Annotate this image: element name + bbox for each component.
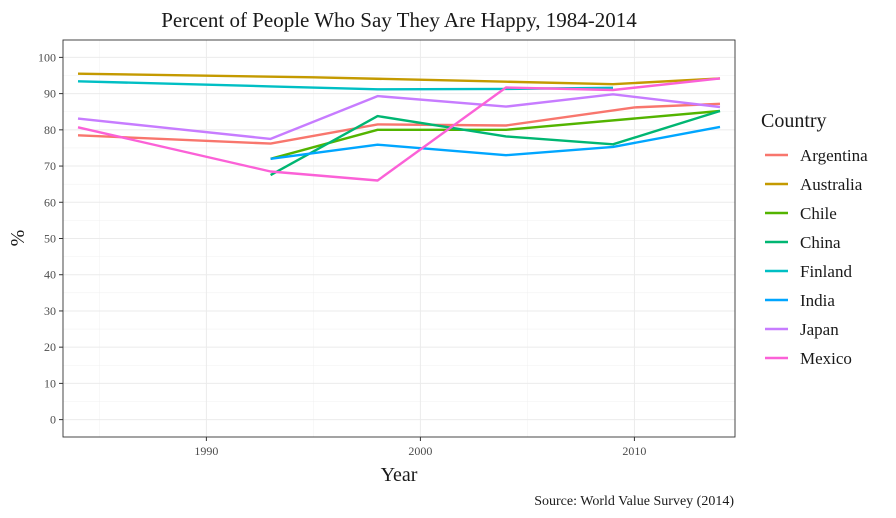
y-tick-label: 20 (44, 340, 56, 354)
y-axis-ticks: 0 10 20 30 40 50 60 70 80 90 100 (38, 50, 63, 427)
y-tick-label: 30 (44, 304, 56, 318)
legend-label-chile: Chile (800, 204, 837, 223)
x-tick-label: 2010 (622, 444, 646, 458)
x-axis-title: Year (381, 464, 418, 486)
legend-items: Argentina Australia Chile China Finland India… (765, 146, 868, 368)
x-tick-label: 1990 (194, 444, 218, 458)
legend-label-australia: Australia (800, 175, 863, 194)
y-tick-label: 50 (44, 232, 56, 246)
series-line-china (270, 109, 721, 177)
y-tick-label: 80 (44, 123, 56, 137)
series-lines (77, 72, 721, 182)
legend-label-india: India (800, 291, 835, 310)
chart-title: Percent of People Who Say They Are Happy… (161, 8, 637, 32)
y-tick-label: 0 (50, 413, 56, 427)
y-tick-label: 70 (44, 159, 56, 173)
series-line-japan (77, 93, 721, 141)
x-axis-ticks: 1990 2000 2010 (194, 437, 646, 458)
legend-title: Country (761, 110, 827, 132)
y-tick-label: 90 (44, 87, 56, 101)
series-line-argentina (77, 102, 721, 145)
legend: Country Argentina Australia Chile China Finl… (761, 110, 868, 368)
y-axis-title: % (7, 230, 29, 247)
y-tick-label: 40 (44, 268, 56, 282)
legend-label-argentina: Argentina (800, 146, 868, 165)
legend-label-finland: Finland (800, 262, 852, 281)
legend-label-japan: Japan (800, 320, 839, 339)
series-line-india (270, 125, 721, 160)
legend-label-china: China (800, 233, 841, 252)
y-tick-label: 60 (44, 195, 56, 209)
series-line-mexico (77, 77, 721, 182)
y-tick-label: 100 (38, 50, 56, 64)
legend-label-mexico: Mexico (800, 349, 852, 368)
y-tick-label: 10 (44, 376, 56, 390)
x-tick-label: 2000 (408, 444, 432, 458)
series-line-australia (77, 72, 721, 86)
chart-caption: Source: World Value Survey (2014) (534, 494, 734, 509)
